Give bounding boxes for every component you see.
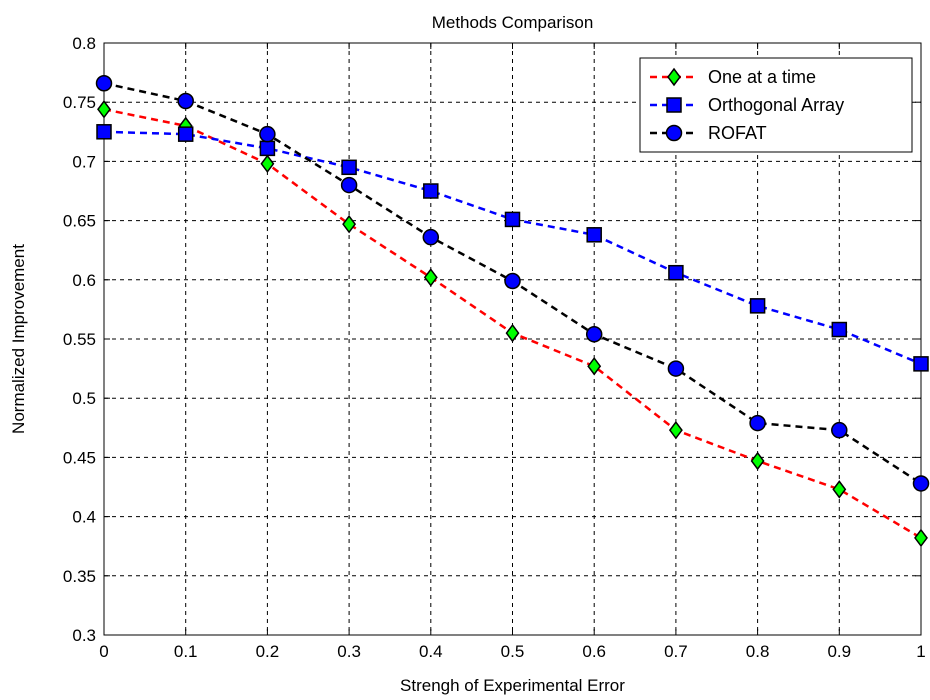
y-tick-label: 0.3 [72,626,96,645]
data-point [423,268,438,287]
data-point [96,124,112,140]
x-tick-label: 0.7 [664,642,688,661]
x-tick-label: 1 [916,642,925,661]
data-point [750,451,765,471]
legend-marker [666,97,682,113]
x-axis-title: Strengh of Experimental Error [400,676,625,695]
data-point [749,298,766,314]
y-tick-label: 0.55 [63,330,96,349]
y-tick-label: 0.65 [63,212,96,231]
data-point [505,323,520,343]
legend-entry: One at a time [650,67,816,87]
legend: One at a time Orthogonal Array ROFAT [639,57,913,153]
data-point [832,480,847,499]
data-point [342,214,357,234]
data-point [749,414,766,432]
data-point [668,264,684,281]
series-1 [96,124,929,372]
data-point [177,92,194,110]
x-tick-label: 0.3 [337,642,361,661]
data-point [667,360,685,377]
x-tick-label: 0.8 [746,642,770,661]
data-point [831,421,848,439]
data-point [95,75,113,92]
legend-marker [667,67,681,87]
data-point [423,183,439,199]
data-point [260,154,275,174]
x-tick-label: 0 [99,642,108,661]
data-point [504,211,521,228]
data-point [831,321,848,338]
legend-label: ROFAT [708,123,767,143]
data-point [177,126,194,142]
y-tick-label: 0.6 [72,271,96,290]
data-point [97,100,111,119]
data-point [259,140,276,157]
data-point [668,420,683,440]
data-point [422,228,440,246]
y-axis: 0.3 0.35 0.4 0.45 0.5 0.55 0.6 0.65 0.7 0.75 0.8 [63,34,921,645]
series-layer [95,75,930,548]
x-tick-label: 0.5 [501,642,525,661]
legend-marker [665,124,683,142]
y-tick-label: 0.4 [72,508,96,527]
x-axis: 0 0.1 0.2 0.3 0.4 0.5 0.6 0.7 0.8 0.9 1 [99,43,926,661]
data-point [259,125,276,143]
data-point [586,227,602,243]
legend-box [639,57,913,153]
data-point [504,272,521,290]
y-tick-label: 0.7 [72,152,96,171]
legend-label: One at a time [708,67,816,87]
x-tick-label: 0.1 [174,642,198,661]
series-0 [97,100,928,548]
y-tick-label: 0.8 [72,34,96,53]
series-2 [95,75,930,492]
x-tick-label: 0.9 [827,642,851,661]
y-tick-label: 0.45 [63,448,96,467]
legend-label: Orthogonal Array [708,95,844,115]
y-axis-title: Normalized Improvement [9,244,28,434]
data-point [913,356,929,372]
x-tick-label: 0.2 [256,642,280,661]
data-point [585,326,603,343]
data-point [912,475,930,492]
data-point [914,528,928,548]
x-tick-label: 0.6 [582,642,606,661]
x-tick-label: 0.4 [419,642,443,661]
y-tick-label: 0.35 [63,567,96,586]
y-tick-label: 0.75 [63,93,96,112]
legend-entry: ROFAT [650,123,767,143]
data-point [340,176,358,194]
legend-entry: Orthogonal Array [650,95,844,115]
data-point [587,356,602,376]
chart-title: Methods Comparison [432,13,594,32]
y-tick-label: 0.5 [72,389,96,408]
data-point [341,159,357,176]
